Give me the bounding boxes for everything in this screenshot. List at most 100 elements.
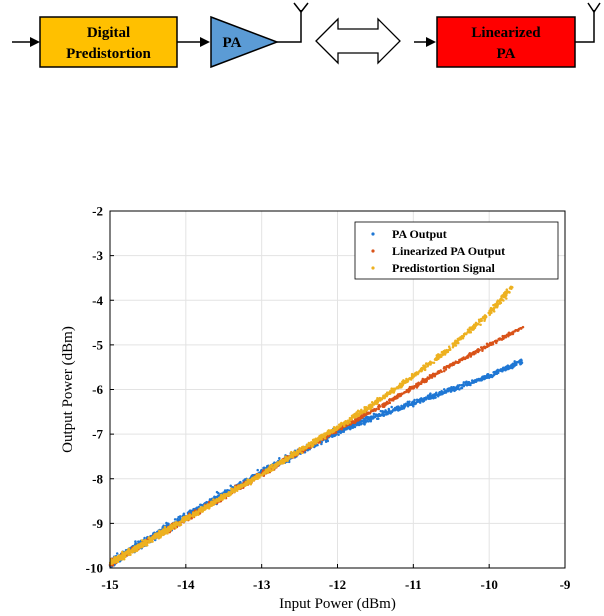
chart: -15 -14 -13 -12 -11 -10 -9 -10 -9 -8 -7 -6 -5 -4 -3 -2…: [60, 204, 571, 613]
scatter-point: [464, 382, 468, 386]
scatter-point: [115, 552, 119, 555]
scatter-point: [353, 425, 357, 429]
scatter-point: [246, 478, 249, 481]
scatter-point: [217, 494, 220, 498]
scatter-point: [318, 440, 322, 444]
scatter-point: [480, 378, 484, 381]
scatter-point: [333, 426, 337, 429]
scatter-point: [206, 503, 210, 507]
scatter-point: [417, 382, 421, 385]
scatter-point: [251, 479, 255, 482]
scatter-point: [454, 344, 458, 347]
scatter-point: [233, 490, 236, 493]
scatter-point: [488, 309, 491, 313]
scatter-point: [164, 527, 168, 531]
scatter-point: [348, 419, 351, 422]
scatter-point: [465, 380, 468, 384]
legend-marker-linearized-pa-output: [371, 249, 375, 253]
scatter-point: [448, 348, 452, 351]
scatter-point: [307, 444, 311, 448]
scatter-point: [124, 551, 127, 554]
x-tick-label: -10: [480, 577, 497, 592]
scatter-point: [219, 495, 222, 499]
scatter-point: [503, 334, 507, 338]
scatter-point: [166, 532, 169, 535]
scatter-point: [460, 384, 463, 387]
scatter-point: [214, 499, 217, 503]
scatter-point: [364, 412, 368, 416]
scatter-point: [390, 405, 393, 409]
scatter-point: [406, 404, 410, 408]
scatter-point: [425, 362, 428, 366]
scatter-point: [469, 354, 472, 357]
scatter-point: [365, 407, 369, 410]
scatter-point: [476, 349, 479, 352]
scatter-point: [379, 397, 383, 400]
scatter-point: [287, 457, 290, 460]
scatter-point: [353, 412, 357, 416]
scatter-point: [274, 465, 278, 468]
scatter-point: [433, 375, 437, 378]
scatter-point: [121, 551, 125, 555]
scatter-point: [212, 501, 215, 505]
scatter-point: [460, 386, 463, 390]
scatter-point: [461, 357, 464, 360]
scatter-point: [393, 389, 396, 393]
scatter-point: [229, 484, 232, 487]
scatter-point: [396, 396, 399, 400]
scatter-point: [447, 345, 451, 348]
dpd-label-line1: Digital: [87, 25, 130, 41]
scatter-point: [360, 408, 363, 412]
scatter-point: [487, 344, 491, 347]
scatter-point: [470, 352, 474, 355]
scatter-point: [407, 377, 411, 381]
scatter-point: [385, 402, 388, 406]
scatter-point: [341, 422, 345, 426]
scatter-point: [384, 409, 387, 412]
scatter-point: [476, 378, 479, 381]
scatter-point: [339, 431, 342, 435]
scatter-point: [467, 329, 471, 333]
scatter-point: [429, 360, 432, 363]
scatter-point: [519, 359, 522, 362]
scatter-point: [278, 457, 281, 460]
scatter-point: [416, 371, 419, 375]
scatter-point: [134, 547, 138, 551]
scatter-point: [270, 463, 274, 467]
scatter-point: [362, 413, 366, 416]
scatter-point: [209, 503, 213, 506]
scatter-point: [495, 302, 499, 306]
scatter-point: [398, 392, 402, 396]
scatter-point: [458, 388, 461, 391]
scatter-point: [380, 413, 383, 416]
scatter-point: [444, 390, 447, 393]
scatter-point: [501, 337, 504, 341]
scatter-point: [382, 414, 386, 417]
scatter-point: [340, 423, 343, 426]
scatter-point: [215, 490, 219, 494]
x-tick-labels: -15 -14 -13 -12 -11 -10 -9: [101, 577, 571, 592]
scatter-point: [114, 561, 117, 564]
scatter-point: [388, 411, 391, 415]
scatter-point: [338, 425, 342, 428]
scatter-point: [293, 452, 297, 455]
scatter-point: [500, 297, 504, 301]
scatter-point: [508, 366, 511, 370]
scatter-point: [199, 503, 202, 507]
scatter-point: [249, 483, 253, 486]
scatter-point: [221, 496, 225, 500]
scatter-point: [462, 334, 465, 338]
scatter-point: [404, 380, 407, 383]
scatter-point: [298, 450, 302, 453]
y-tick-label: -8: [92, 471, 103, 486]
scatter-point: [355, 423, 358, 427]
scatter-point: [116, 556, 120, 559]
scatter-point: [362, 410, 365, 413]
scatter-point: [456, 386, 459, 389]
scatter-point: [420, 399, 423, 402]
scatter-point: [250, 474, 254, 478]
scatter-point: [348, 427, 352, 431]
scatter-point: [412, 400, 416, 403]
scatter-point: [412, 404, 415, 408]
scatter-point: [284, 455, 287, 459]
